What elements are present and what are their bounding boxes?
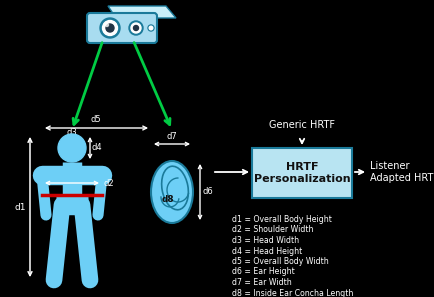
Circle shape	[58, 134, 86, 162]
Text: Generic HRTF: Generic HRTF	[268, 120, 334, 130]
Text: d3 = Head Width: d3 = Head Width	[231, 236, 299, 245]
Circle shape	[106, 24, 114, 32]
Text: d6: d6	[203, 187, 213, 197]
Polygon shape	[108, 6, 176, 18]
Circle shape	[149, 26, 152, 30]
Text: d7 = Ear Width: d7 = Ear Width	[231, 278, 291, 287]
Text: d3: d3	[66, 128, 77, 137]
Text: d4 = Head Height: d4 = Head Height	[231, 247, 302, 255]
Text: d5: d5	[90, 115, 101, 124]
Ellipse shape	[151, 161, 193, 223]
FancyBboxPatch shape	[87, 13, 157, 43]
Circle shape	[100, 18, 120, 38]
Circle shape	[129, 21, 143, 35]
Text: d7: d7	[166, 132, 177, 141]
Text: d8 = Inside Ear Concha Length: d8 = Inside Ear Concha Length	[231, 288, 352, 297]
FancyBboxPatch shape	[251, 148, 351, 198]
Text: Listener
Adapted HRTF: Listener Adapted HRTF	[369, 161, 434, 183]
Text: d1 = Overall Body Height: d1 = Overall Body Height	[231, 215, 331, 224]
Text: d2 = Shoulder Width: d2 = Shoulder Width	[231, 225, 313, 235]
Text: HRTF
Personalization: HRTF Personalization	[253, 162, 349, 184]
Circle shape	[105, 23, 108, 26]
Text: d1: d1	[14, 203, 26, 211]
Text: d5 = Overall Body Width: d5 = Overall Body Width	[231, 257, 328, 266]
Text: d4: d4	[92, 143, 102, 152]
Circle shape	[148, 25, 154, 31]
Text: d6 = Ear Height: d6 = Ear Height	[231, 268, 294, 277]
Circle shape	[131, 23, 141, 33]
Circle shape	[102, 20, 117, 36]
Text: d2: d2	[104, 178, 115, 187]
Text: d8: d8	[161, 195, 174, 205]
Circle shape	[133, 26, 138, 31]
